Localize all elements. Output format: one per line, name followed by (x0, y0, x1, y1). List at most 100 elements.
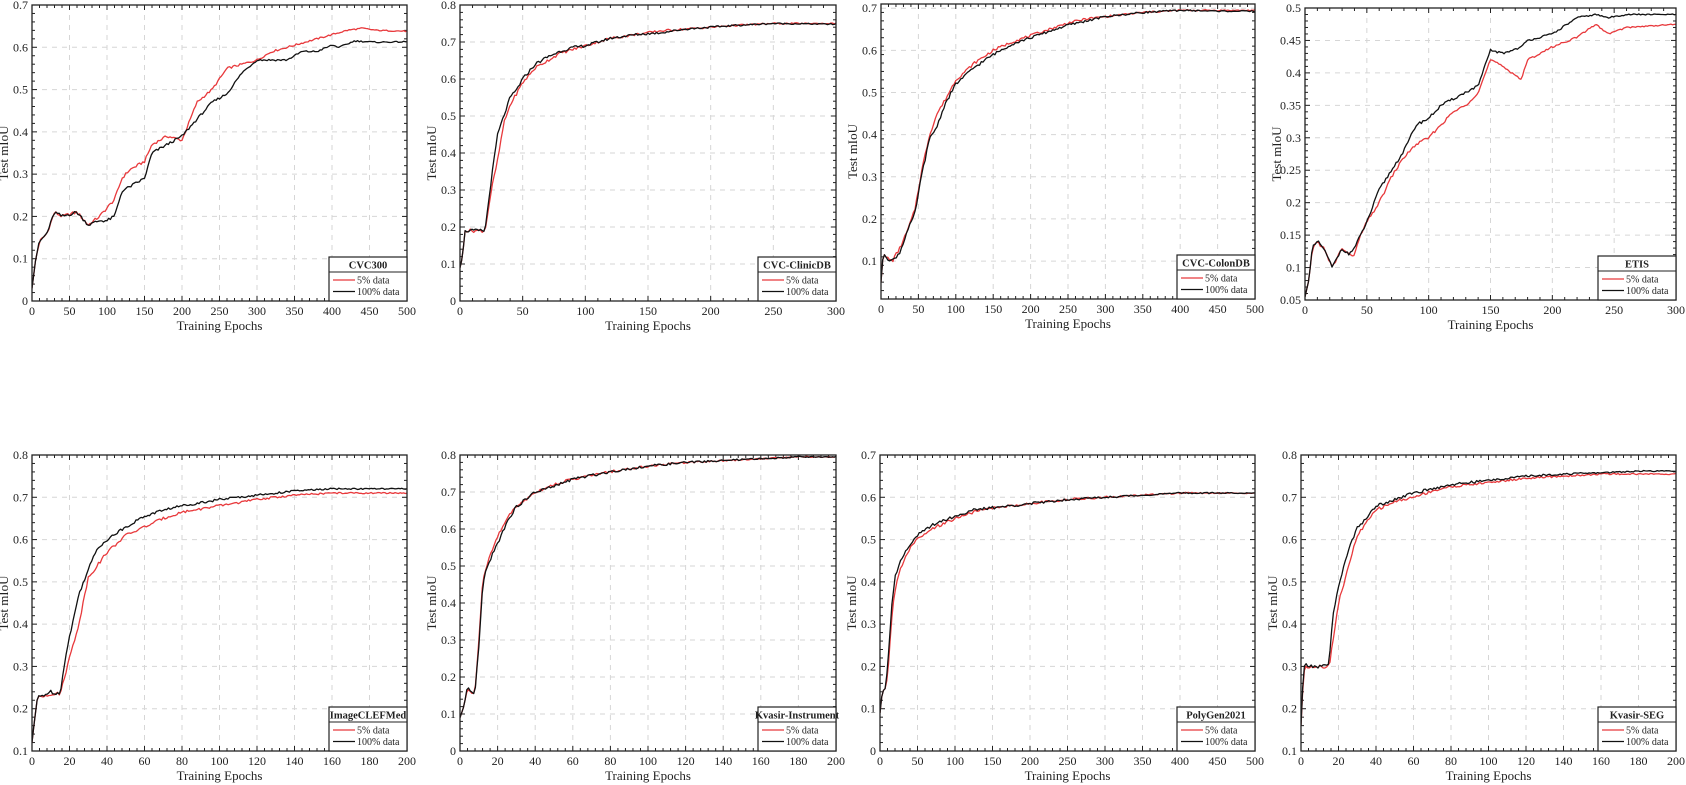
grid-lines (1305, 8, 1676, 300)
chart-etis: 0 50 100 150 200 250 300 0.05 0.1 0.15 0.2 0.25 0.3 0… (1269, 1, 1685, 332)
legend-label: 5% data (1626, 726, 1659, 737)
svg-text:120: 120 (248, 754, 266, 768)
svg-text:0.1: 0.1 (862, 254, 877, 268)
svg-text:300: 300 (827, 304, 845, 318)
svg-text:0.2: 0.2 (13, 702, 28, 716)
svg-text:0.3: 0.3 (1286, 131, 1301, 145)
chart-kvasir-seg: 0 20 40 60 80 100 120 140 160 180 200 0.1 0.2 0.3 0.4 0… (1265, 448, 1685, 783)
svg-text:300: 300 (1096, 302, 1114, 316)
svg-text:40: 40 (101, 754, 113, 768)
legend-title: ImageCLEFMed (330, 711, 407, 722)
svg-text:0.3: 0.3 (1282, 659, 1297, 673)
svg-text:160: 160 (752, 754, 770, 768)
x-axis-label: Training Epochs (1025, 768, 1111, 783)
svg-text:120: 120 (677, 754, 695, 768)
svg-text:0: 0 (29, 304, 35, 318)
chart-polygen2021: 0 50 100 150 200 250 300 350 400 450 500 0 0.1 0.2 0.3… (844, 448, 1264, 783)
svg-text:200: 200 (1543, 303, 1561, 317)
svg-text:500: 500 (398, 304, 416, 318)
tick-labels: 0 20 40 60 80 100 120 140 160 180 200 0 0.1 0.2 0.3 0.4… (441, 448, 845, 768)
svg-text:0: 0 (877, 754, 883, 768)
x-axis-label: Training Epochs (1025, 316, 1111, 331)
svg-text:450: 450 (361, 304, 379, 318)
tick-labels: 0 50 100 150 200 250 300 350 400 450 500 0 0.1 0.2 0.3… (861, 448, 1264, 768)
svg-text:100: 100 (211, 754, 229, 768)
svg-text:200: 200 (827, 754, 845, 768)
legend-title: ETIS (1625, 260, 1649, 271)
svg-text:0.4: 0.4 (1286, 66, 1301, 80)
series-line-5pct (32, 27, 407, 289)
svg-text:0: 0 (1302, 303, 1308, 317)
svg-text:0.2: 0.2 (441, 670, 456, 684)
svg-text:0.8: 0.8 (441, 0, 456, 12)
tick-labels: 0 50 100 150 200 250 300 0.05 0.1 0.15 0.2 0.25 0.3 0… (1280, 1, 1685, 317)
svg-text:0.5: 0.5 (441, 109, 456, 123)
tick-labels: 0 20 40 60 80 100 120 140 160 180 200 0.1 0.2 0.3 0.4 0… (1282, 448, 1685, 768)
svg-text:0.1: 0.1 (441, 707, 456, 721)
y-axis-label: Test mIoU (1265, 575, 1280, 631)
svg-text:140: 140 (1555, 754, 1573, 768)
svg-text:0.5: 0.5 (13, 83, 28, 97)
svg-text:0.5: 0.5 (441, 559, 456, 573)
svg-text:500: 500 (1246, 302, 1264, 316)
svg-text:0: 0 (29, 754, 35, 768)
x-axis-label: Training Epochs (177, 768, 263, 783)
plot-frame (459, 4, 837, 302)
svg-text:0.5: 0.5 (861, 533, 876, 547)
tick-labels: 0 50 100 150 200 250 300 350 400 450 500 0.1 0.2 0.3 0… (862, 1, 1264, 316)
legend-label: 100% data (1205, 285, 1248, 296)
svg-text:0.1: 0.1 (1286, 261, 1301, 275)
svg-text:0.7: 0.7 (441, 35, 456, 49)
svg-text:100: 100 (639, 754, 657, 768)
svg-text:500: 500 (1246, 754, 1264, 768)
svg-text:250: 250 (211, 304, 229, 318)
svg-text:0.2: 0.2 (861, 659, 876, 673)
svg-text:450: 450 (1209, 754, 1227, 768)
svg-text:0.3: 0.3 (441, 633, 456, 647)
svg-text:0.6: 0.6 (1282, 533, 1297, 547)
x-axis-label: Training Epochs (1448, 317, 1534, 332)
x-axis-label: Training Epochs (605, 318, 691, 333)
x-axis-label: Training Epochs (177, 318, 263, 333)
chart-kvasir-instrument: 0 20 40 60 80 100 120 140 160 180 200 0 0.1 0.2 0.3 0.4… (424, 448, 845, 783)
svg-text:0.4: 0.4 (13, 125, 28, 139)
y-axis-label: Test mIoU (844, 575, 859, 631)
chart-cvc-colondb: 0 50 100 150 200 250 300 350 400 450 500 0.1 0.2 0.3 0… (845, 1, 1264, 331)
legend-label: 5% data (1205, 274, 1238, 285)
svg-text:0.05: 0.05 (1280, 293, 1301, 307)
legend-title: CVC-ClinicDB (763, 261, 831, 272)
svg-text:450: 450 (1209, 302, 1227, 316)
svg-text:200: 200 (398, 754, 416, 768)
svg-text:250: 250 (1059, 754, 1077, 768)
legend-label: 5% data (1626, 275, 1659, 286)
y-axis-label: Test mIoU (0, 575, 11, 631)
svg-text:0.4: 0.4 (862, 128, 877, 142)
svg-text:200: 200 (1022, 302, 1040, 316)
svg-text:0.2: 0.2 (13, 209, 28, 223)
series-line-5pct (1301, 472, 1676, 726)
svg-text:20: 20 (1333, 754, 1345, 768)
svg-text:100: 100 (1420, 303, 1438, 317)
legend-title: CVC-ColonDB (1182, 259, 1250, 270)
svg-text:60: 60 (567, 754, 579, 768)
y-axis-label: Test mIoU (424, 575, 439, 631)
plot-frame (31, 454, 408, 752)
legend-label: 100% data (1626, 286, 1669, 297)
svg-text:400: 400 (323, 304, 341, 318)
svg-text:50: 50 (912, 302, 924, 316)
plot-frame (1300, 454, 1677, 752)
chart-cvc300: 0 50 100 150 200 250 300 350 400 450 500 0 0.1 0.2 0.3… (0, 0, 416, 333)
x-axis-label: Training Epochs (1446, 768, 1532, 783)
legend-label: 100% data (1205, 737, 1248, 748)
svg-text:150: 150 (984, 302, 1002, 316)
svg-text:0.8: 0.8 (441, 448, 456, 462)
svg-text:140: 140 (286, 754, 304, 768)
svg-text:250: 250 (1059, 302, 1077, 316)
svg-text:0: 0 (870, 744, 876, 758)
svg-text:0.5: 0.5 (1286, 1, 1301, 15)
